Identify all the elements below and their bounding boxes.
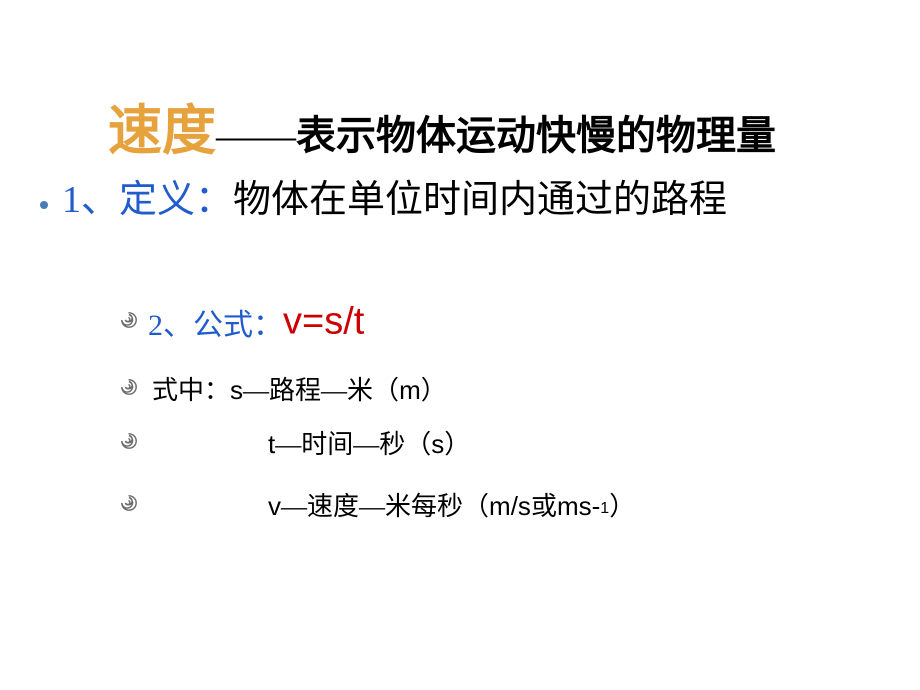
title-subtitle: 表示物体运动快慢的物理量 [296, 113, 776, 158]
swirl-icon [120, 311, 138, 329]
desc-s: s—路程—米（m） [230, 376, 447, 405]
definition-label: 1、定义： [62, 179, 233, 221]
desc-line-s: 式中：s—路程—米（m） [120, 370, 447, 407]
bullet-icon [40, 201, 48, 209]
swirl-icon [120, 494, 138, 512]
desc-prefix: 式中： [152, 376, 230, 405]
formula-row: 2、公式：v=s/t [120, 300, 364, 344]
definition-text: 物体在单位时间内通过的路程 [233, 179, 727, 221]
title-separator: —— [216, 113, 296, 158]
desc-line-v: v—速度—米每秒（m/s或ms-1） [120, 486, 635, 523]
title-main: 速度 [108, 101, 216, 161]
slide-title: 速度——表示物体运动快慢的物理量 [108, 86, 776, 165]
desc-line-t: t—时间—秒（s） [120, 424, 470, 461]
definition-row: 1、定义：物体在单位时间内通过的路程 [40, 168, 727, 223]
swirl-icon [120, 432, 138, 450]
formula-label: 2、公式： [148, 309, 283, 342]
formula-equation: v=s/t [283, 301, 364, 343]
desc-v: v—速度—米每秒（m/s或ms-1） [268, 486, 635, 523]
desc-t: t—时间—秒（s） [268, 424, 470, 461]
swirl-icon [120, 378, 138, 396]
